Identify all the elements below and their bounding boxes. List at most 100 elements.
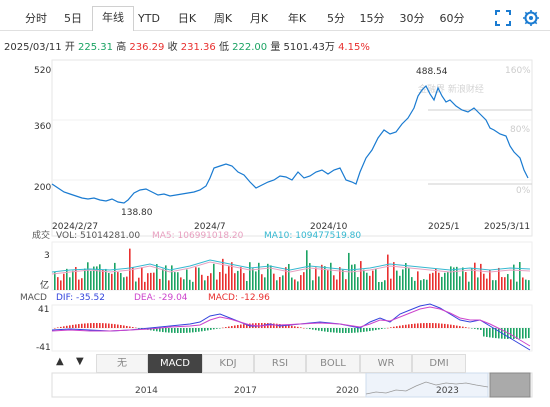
arrow-up-icon[interactable]: ▲ bbox=[56, 356, 64, 367]
volume-bar bbox=[426, 279, 428, 290]
macd-bar bbox=[195, 328, 197, 333]
indicator-tab-none[interactable]: 无 bbox=[96, 354, 148, 373]
volume-bar bbox=[375, 268, 377, 290]
macd-bar bbox=[306, 328, 308, 329]
tab-year-line[interactable]: 年线 bbox=[92, 6, 134, 31]
volume-bar bbox=[120, 272, 122, 290]
volume-bar bbox=[390, 278, 392, 290]
volume-bar bbox=[135, 281, 137, 290]
macd-bar bbox=[285, 324, 287, 328]
range-navigator: 2014 2017 2020 2023 bbox=[51, 372, 533, 398]
volume-bar bbox=[273, 273, 275, 290]
scroll-arrows: ▲ ▼ bbox=[50, 354, 96, 372]
volume-bar bbox=[492, 280, 494, 290]
macd-bar bbox=[396, 326, 398, 328]
volume-bar bbox=[468, 281, 470, 290]
volume-bar bbox=[252, 268, 254, 290]
volume-bar bbox=[396, 270, 398, 290]
macd-bar bbox=[234, 325, 236, 328]
volume-bar bbox=[153, 272, 155, 290]
macd-bar bbox=[147, 328, 149, 330]
volume-ma10-text: MA10: 109477519.80 bbox=[264, 231, 361, 241]
macd-bar bbox=[357, 328, 359, 333]
macd-bar bbox=[411, 323, 413, 328]
indicator-tab-wr[interactable]: WR bbox=[360, 354, 412, 373]
tab-5min[interactable]: 5分 bbox=[327, 12, 345, 25]
macd-bar bbox=[450, 324, 452, 328]
close-label: 收 bbox=[167, 42, 178, 53]
tab-30min[interactable]: 30分 bbox=[399, 12, 425, 25]
indicator-tab-dmi[interactable]: DMI bbox=[412, 354, 466, 373]
volume-bar bbox=[90, 271, 92, 290]
macd-bar bbox=[399, 325, 401, 328]
tab-15min[interactable]: 15分 bbox=[359, 12, 385, 25]
tab-month-k[interactable]: 月K bbox=[249, 12, 269, 25]
macd-bar bbox=[60, 326, 62, 328]
volume-bar bbox=[417, 271, 419, 290]
timeframe-tabs: 分时 5日 年线 YTD 日K 周K 月K 年K 5分 15分 30分 60分 bbox=[0, 0, 550, 36]
volume-bar bbox=[93, 266, 95, 290]
macd-bar bbox=[264, 323, 266, 328]
volume-bar bbox=[438, 272, 440, 290]
macd-bar bbox=[345, 328, 347, 333]
volume-bar bbox=[255, 271, 257, 290]
tab-60min[interactable]: 60分 bbox=[439, 12, 465, 25]
x-tick-4: 2025/1 bbox=[428, 222, 460, 232]
tab-5day[interactable]: 5日 bbox=[64, 12, 82, 25]
tab-year-k[interactable]: 年K bbox=[287, 12, 307, 25]
macd-bar bbox=[270, 323, 272, 328]
macd-bar bbox=[342, 328, 344, 333]
macd-bar bbox=[504, 328, 506, 339]
macd-dea-line bbox=[51, 306, 531, 347]
indicator-tab-macd[interactable]: MACD bbox=[148, 354, 202, 373]
macd-bar bbox=[486, 328, 488, 337]
macd-bar bbox=[150, 328, 152, 331]
macd-bar bbox=[336, 328, 338, 333]
fullscreen-icon[interactable] bbox=[494, 9, 512, 27]
settings-icon[interactable] bbox=[522, 9, 540, 27]
volume-bar bbox=[195, 267, 197, 290]
macd-bar bbox=[171, 328, 173, 333]
macd-bar bbox=[528, 328, 530, 338]
macd-bar bbox=[474, 328, 476, 329]
macd-bar bbox=[222, 327, 224, 329]
macd-bar bbox=[477, 328, 479, 330]
x-tick-1: 2024/2/27 bbox=[52, 222, 98, 232]
macd-bar bbox=[444, 323, 446, 328]
volume-bar bbox=[270, 265, 272, 290]
indicator-tab-kdj[interactable]: KDJ bbox=[202, 354, 254, 373]
volume-bar bbox=[339, 267, 341, 290]
macd-bar bbox=[216, 328, 218, 329]
indicator-tab-boll[interactable]: BOLL bbox=[306, 354, 360, 373]
pct-tick-top: 160% bbox=[505, 66, 531, 76]
macd-bar bbox=[144, 328, 146, 330]
macd-bar bbox=[312, 328, 314, 330]
volume-bar bbox=[282, 275, 284, 290]
tab-day-k[interactable]: 日K bbox=[177, 12, 197, 25]
navigator-handle[interactable] bbox=[489, 372, 531, 398]
volume-bar bbox=[342, 269, 344, 290]
macd-value-text: MACD: -12.96 bbox=[208, 293, 270, 303]
volume-bar bbox=[348, 252, 350, 290]
volume-bar bbox=[399, 275, 401, 290]
volume-bar bbox=[522, 277, 524, 290]
volume-bar bbox=[414, 280, 416, 290]
volume-bar bbox=[519, 262, 521, 290]
macd-bar bbox=[327, 328, 329, 332]
quote-date: 2025/03/11 bbox=[4, 42, 62, 53]
tab-ytd[interactable]: YTD bbox=[138, 12, 160, 25]
macd-bar bbox=[201, 328, 203, 332]
indicator-tab-rsi[interactable]: RSI bbox=[254, 354, 306, 373]
y-tick-top: 520 bbox=[34, 66, 51, 76]
high-value: 236.29 bbox=[129, 42, 165, 53]
arrow-down-icon[interactable]: ▼ bbox=[76, 356, 84, 367]
volume-bar bbox=[69, 277, 71, 290]
tab-fenshi[interactable]: 分时 bbox=[25, 12, 47, 25]
volume-bar bbox=[213, 263, 215, 290]
tab-week-k[interactable]: 周K bbox=[213, 12, 233, 25]
volume-bar bbox=[180, 277, 182, 290]
volume-bar bbox=[66, 268, 68, 290]
macd-bar bbox=[72, 324, 74, 328]
volume-bar bbox=[444, 272, 446, 290]
volume-title: 成交 bbox=[32, 229, 50, 241]
